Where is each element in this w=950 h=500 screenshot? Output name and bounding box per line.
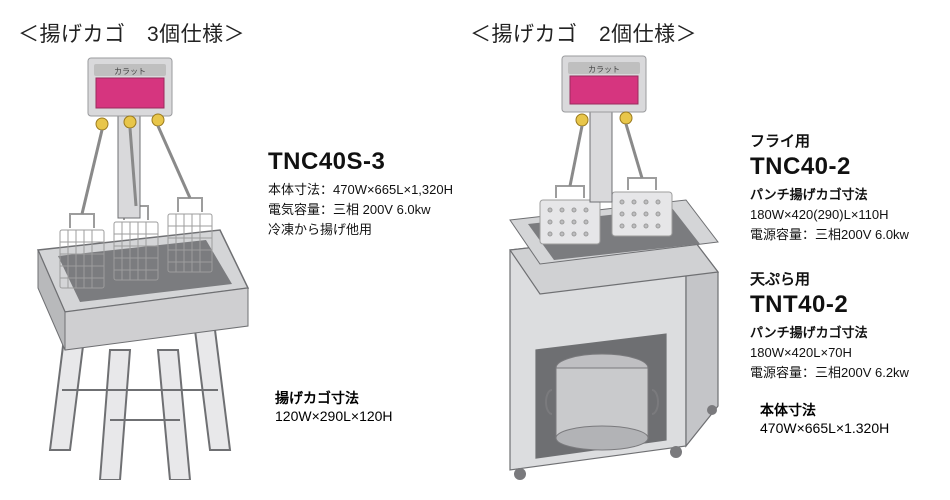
left-column: ＜揚げカゴ 3個仕様＞	[0, 0, 460, 500]
right-body-val: 470W×665L×1.320H	[760, 420, 889, 436]
right-b1-line2: 180W×420(290)L×110H	[750, 205, 909, 225]
right-b2-line2: 180W×420L×70H	[750, 343, 909, 363]
right-spec-block-1: フライ用 TNC40-2 パンチ揚げカゴ寸法 180W×420(290)L×11…	[750, 130, 909, 245]
right-body-dims: 本体寸法 470W×665L×1.320H	[760, 400, 889, 436]
right-subhead-1: フライ用	[750, 130, 909, 151]
right-column: ＜揚げカゴ 2個仕様＞	[460, 0, 950, 500]
left-spec3: 冷凍から揚げ他用	[268, 220, 453, 240]
right-body-label: 本体寸法	[760, 400, 889, 420]
left-spec-block: TNC40S-3 本体寸法：470W×665L×1,320H 電気容量：三相 2…	[268, 148, 453, 240]
svg-text:カラット: カラット	[114, 67, 146, 76]
left-spec1: 本体寸法：470W×665L×1,320H	[268, 180, 453, 200]
right-model-1: TNC40-2	[750, 153, 909, 181]
right-spec-block-2: 天ぷら用 TNT40-2 パンチ揚げカゴ寸法 180W×420L×70H 電源容…	[750, 268, 909, 383]
fryer-image-right: カラット	[470, 50, 730, 490]
fryer-image-left: カラット	[10, 50, 270, 480]
right-subhead-2: 天ぷら用	[750, 268, 909, 289]
svg-text:カラット: カラット	[588, 65, 620, 74]
right-heading: ＜揚げカゴ 2個仕様＞	[470, 18, 697, 48]
right-b1-line1: パンチ揚げカゴ寸法	[750, 185, 909, 205]
left-spec2: 電気容量：三相 200V 6.0kw	[268, 200, 453, 220]
left-heading: ＜揚げカゴ 3個仕様＞	[18, 18, 245, 48]
left-basket-label: 揚げカゴ寸法	[275, 388, 393, 408]
left-basket-val: 120W×290L×120H	[275, 408, 393, 424]
right-model-2: TNT40-2	[750, 291, 909, 319]
left-model: TNC40S-3	[268, 148, 453, 176]
left-basket-dims: 揚げカゴ寸法 120W×290L×120H	[275, 388, 393, 424]
right-b2-line3: 電源容量：三相200V 6.2kw	[750, 363, 909, 383]
right-b1-line3: 電源容量：三相200V 6.0kw	[750, 225, 909, 245]
right-b2-line1: パンチ揚げカゴ寸法	[750, 323, 909, 343]
